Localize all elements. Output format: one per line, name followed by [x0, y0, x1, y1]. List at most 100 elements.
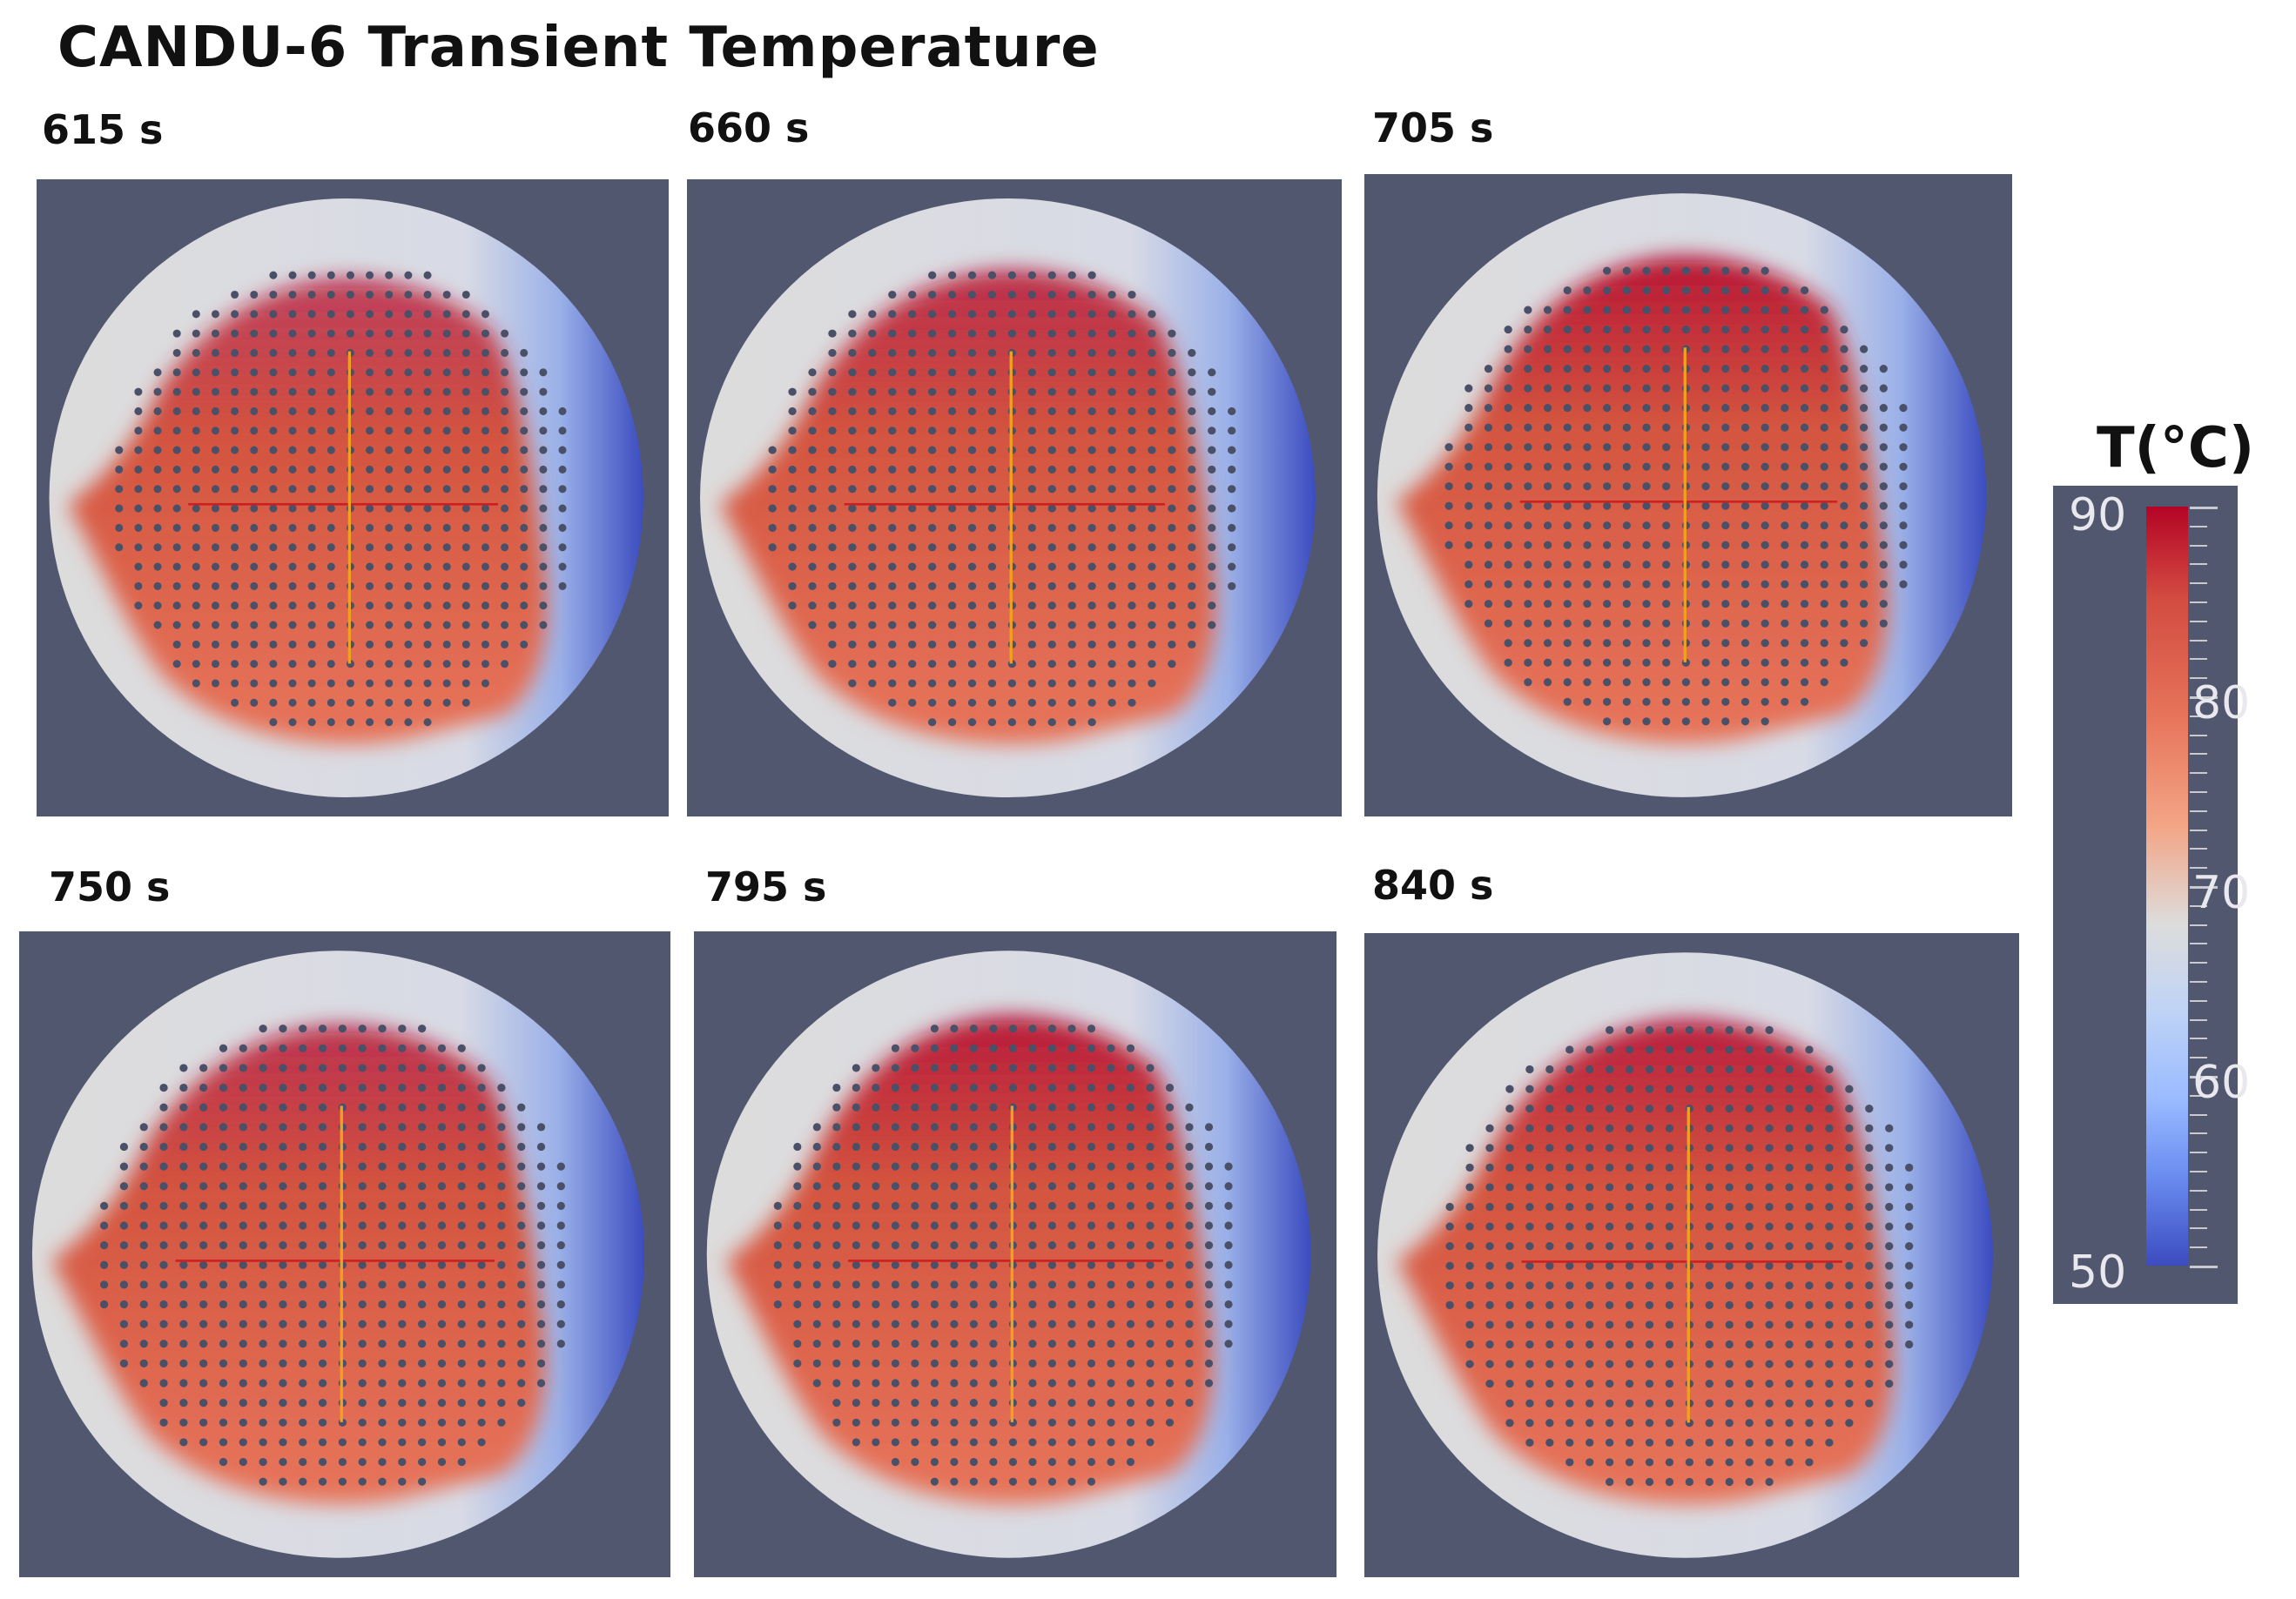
fuel-channel: [1565, 1281, 1574, 1290]
fuel-channel: [1185, 1260, 1194, 1269]
fuel-channel: [1185, 1300, 1194, 1309]
fuel-channel: [868, 523, 877, 532]
fuel-channel: [239, 1320, 247, 1328]
fuel-channel: [927, 446, 937, 454]
fuel-channel: [1108, 562, 1116, 571]
fuel-channel: [1168, 406, 1176, 415]
fuel-channel: [358, 1320, 367, 1328]
fuel-channel: [950, 1457, 959, 1467]
fuel-channel: [501, 504, 509, 513]
fuel-channel: [115, 465, 124, 474]
fuel-channel: [134, 387, 143, 396]
fuel-channel: [1622, 482, 1631, 491]
fuel-channel: [1545, 1183, 1554, 1192]
fuel-channel: [1642, 365, 1651, 373]
fuel-channel: [969, 1280, 978, 1289]
fuel-channel: [1645, 1419, 1654, 1428]
fuel-channel: [1741, 404, 1750, 413]
fuel-channel: [768, 523, 777, 532]
fuel-channel: [1126, 1438, 1135, 1447]
fuel-channel: [1805, 1222, 1814, 1231]
fuel-channel: [1701, 561, 1710, 569]
fuel-channel: [457, 1379, 466, 1387]
fuel-channel: [299, 1241, 307, 1250]
fuel-channel: [1765, 1025, 1774, 1034]
fuel-channel: [1885, 1202, 1894, 1212]
fuel-channel: [1603, 658, 1612, 667]
fuel-channel: [1047, 485, 1056, 494]
fuel-channel: [231, 660, 239, 668]
fuel-channel: [1027, 446, 1036, 454]
fuel-channel: [1505, 1300, 1514, 1309]
fuel-channel: [1087, 387, 1096, 396]
fuel-channel: [1028, 1438, 1037, 1447]
fuel-channel: [1146, 1399, 1155, 1408]
fuel-channel: [1208, 543, 1216, 552]
fuel-channel: [269, 562, 278, 571]
fuel-channel: [1605, 1183, 1614, 1192]
fuel-channel: [179, 1399, 188, 1408]
fuel-channel: [1840, 619, 1848, 628]
fuel-channel: [1721, 561, 1730, 569]
fuel-channel: [1148, 465, 1156, 474]
fuel-channel: [211, 348, 219, 358]
fuel-channel: [358, 1260, 367, 1269]
fuel-channel: [1504, 521, 1512, 530]
fuel-channel: [1027, 310, 1036, 319]
fuel-channel: [423, 348, 432, 358]
legend-label-90: 90: [2069, 489, 2127, 541]
fuel-channel: [338, 1083, 347, 1092]
fuel-channel: [461, 406, 470, 415]
fuel-channel: [950, 1399, 959, 1408]
fuel-channel: [788, 543, 797, 552]
fuel-channel: [250, 485, 259, 494]
fuel-channel: [385, 504, 394, 513]
fuel-channel: [1721, 423, 1730, 432]
fuel-channel: [501, 368, 509, 377]
fuel-channel: [366, 601, 374, 610]
fuel-channel: [1642, 326, 1651, 334]
fuel-channel: [1825, 1340, 1834, 1349]
fuel-channel: [1543, 619, 1552, 628]
fuel-channel: [1825, 1144, 1834, 1152]
fuel-channel: [558, 523, 567, 532]
fuel-channel: [1047, 581, 1056, 590]
fuel-channel: [1705, 1144, 1714, 1152]
fuel-channel: [481, 329, 489, 338]
fuel-channel: [404, 348, 413, 358]
fuel-channel: [1721, 345, 1730, 353]
fuel-channel: [852, 1103, 860, 1112]
fuel-channel: [366, 485, 374, 494]
fuel-channel: [423, 581, 432, 590]
fuel-channel: [1524, 326, 1532, 334]
fuel-channel: [1107, 1320, 1115, 1328]
fuel-channel: [358, 1457, 367, 1467]
fuel-channel: [1625, 1183, 1634, 1192]
fuel-channel: [773, 1260, 782, 1269]
fuel-channel: [1662, 697, 1671, 706]
fuel-channel: [832, 1123, 841, 1132]
fuel-channel: [908, 601, 917, 610]
fuel-channel: [947, 718, 957, 727]
fuel-channel: [832, 1418, 841, 1427]
fuel-channel: [442, 679, 451, 688]
fuel-channel: [832, 1103, 841, 1112]
fuel-channel: [888, 581, 897, 590]
fuel-channel: [442, 504, 451, 513]
time-label-615: 615 s: [42, 106, 164, 153]
fuel-channel: [1445, 1281, 1454, 1290]
fuel-channel: [1563, 521, 1572, 530]
fuel-channel: [969, 1379, 978, 1387]
fuel-channel: [1820, 561, 1828, 569]
fuel-channel: [828, 406, 837, 415]
fuel-channel: [199, 1340, 208, 1348]
fuel-channel: [1545, 1438, 1554, 1447]
fuel-channel: [1047, 1418, 1057, 1427]
fuel-channel: [908, 660, 917, 668]
fuel-channel: [773, 1241, 782, 1250]
fuel-channel: [1899, 423, 1908, 432]
fuel-channel: [1845, 1202, 1854, 1212]
fuel-channel: [1662, 286, 1671, 295]
fuel-channel: [159, 1182, 168, 1191]
fuel-channel: [1028, 1300, 1037, 1309]
